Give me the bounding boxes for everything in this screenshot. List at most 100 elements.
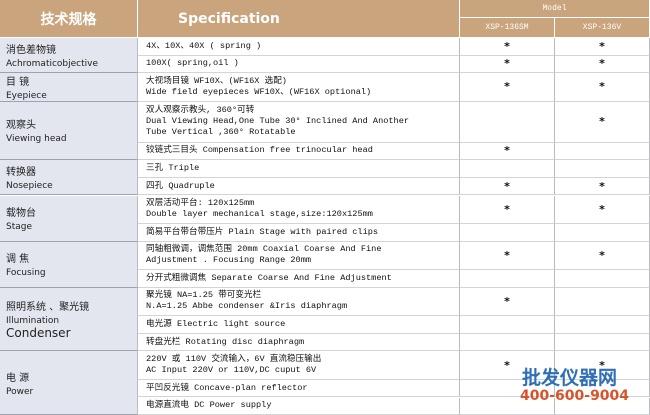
header-en: Specification [138,0,460,38]
model-mark [555,316,650,334]
label-line: Eyepiece [6,91,131,101]
spec-description: 铰链式三目头 Compensation free trinocular head [138,143,460,161]
description-line: 铰链式三目头 Compensation free trinocular head [146,145,451,156]
model-mark: * [460,143,555,161]
description-line: 大视场目镜 WF10X、(WF16X 选配) [146,76,451,87]
model-mark [460,160,555,178]
mark-text: * [599,180,605,193]
model-mark: * [555,102,650,143]
label-line: Illumination [6,316,131,326]
model-mark [460,316,555,334]
label-line: 消色差物镜 [6,41,131,56]
description-line: N.A=1.25 Abbe condenser &Iris diaphragm [146,301,451,312]
description-line: 聚光镜 NA=1.25 带可变光栏 [146,290,451,301]
spec-description: 四孔 Quadruple [138,178,460,196]
model-mark [460,224,555,242]
label-line: Power [6,387,131,397]
header-model-name: XSP-136V [555,18,650,38]
description-line: 同轴粗微调，调焦范围 20mm Coaxial Coarse And Fine [146,244,451,255]
model-mark: * [460,288,555,317]
mark-text: * [504,359,510,372]
model-mark [555,160,650,178]
model-mark: * [460,56,555,74]
spec-description: 转盘光栏 Rotating disc diaphragm [138,334,460,352]
mark-text: * [599,80,605,93]
group-label: 目 镜 Eyepiece [0,73,138,102]
description-line: 电光源 Electric light source [146,319,451,330]
model-mark [555,270,650,288]
description-line: AC Input 220V or 110V,DC cuput 6V [146,365,451,376]
spec-description: 电光源 Electric light source [138,316,460,334]
mark-text: * [599,115,605,128]
description-line: Adjustment . Focusing Range 20mm [146,255,451,266]
model-mark [460,102,555,143]
mark-text: * [504,144,510,157]
header-model: Model [460,0,650,18]
mark-text: * [504,203,510,216]
model-mark [555,143,650,161]
spec-description: 简易平台带台带压片 Plain Stage with paired clips [138,224,460,242]
label-line: Stage [6,222,131,232]
description-line: Wide field eyepieces WF10X、(WF16X option… [146,87,451,98]
group-label: 载物台 Stage [0,196,138,242]
label-line: 目 镜 [6,73,131,88]
description-line: 简易平台带台带压片 Plain Stage with paired clips [146,227,451,238]
label-line: 载物台 [6,204,131,219]
mark-text: * [504,40,510,53]
mark-text: * [599,40,605,53]
model-mark [555,224,650,242]
spec-description: 大视场目镜 WF10X、(WF16X 选配)Wide field eyepiec… [138,73,460,102]
label-line: Condenser [6,326,131,340]
description-line: Dual Viewing Head,One Tube 30° Inclined … [146,116,451,127]
model-mark [460,270,555,288]
model-mark: * [460,178,555,196]
mark-text: * [599,249,605,262]
mark-text: * [599,203,605,216]
model-mark: * [555,38,650,56]
model-mark: * [460,196,555,225]
model-mark: * [460,38,555,56]
description-line: 平凹反光镜 Concave-plan reflector [146,383,451,394]
description-line: Tube Vertical ,360° Rotatable [146,127,451,138]
description-line: 100X( spring,oil ) [146,58,451,69]
model-mark: * [555,56,650,74]
mark-text: * [504,80,510,93]
label-line: 转换器 [6,163,131,178]
header-model-name: XSP-136SM [460,18,555,38]
description-line: 转盘光栏 Rotating disc diaphragm [146,337,451,348]
watermark-phone: 400-600-9004 [520,388,629,404]
group-label: 消色差物镜 Achromaticobjective [0,38,138,73]
spec-description: 电源直流电 DC Power supply [138,398,460,415]
mark-text: * [504,295,510,308]
spec-description: 分开式粗微调焦 Separate Coarse And Fine Adjustm… [138,270,460,288]
description-line: 220V 或 110V 交流输入，6V 直流稳压输出 [146,354,451,365]
description-line: 三孔 Triple [146,163,451,174]
description-line: 双层活动平台: 120x125mm [146,198,451,209]
label-line: Achromaticobjective [6,59,131,69]
spec-description: 平凹反光镜 Concave-plan reflector [138,380,460,398]
description-line: Double layer mechanical stage,size:120x1… [146,209,451,220]
description-line: 双人观察示教头, 360°可转 [146,105,451,116]
label-line: Viewing head [6,134,131,144]
model-mark [555,288,650,317]
group-label: 转换器 Nosepiece [0,160,138,195]
spec-description: 三孔 Triple [138,160,460,178]
group-label: 观察头 Viewing head [0,102,138,161]
watermark-name: 批发仪器网 [522,363,617,390]
label-line: 调 焦 [6,250,131,265]
description-line: 分开式粗微调焦 Separate Coarse And Fine Adjustm… [146,273,451,284]
header-cn: 技术规格 [0,0,138,38]
label-line: Nosepiece [6,181,131,191]
label-line: 观察头 [6,116,131,131]
mark-text: * [599,57,605,70]
model-mark: * [460,73,555,102]
model-mark: * [555,242,650,271]
